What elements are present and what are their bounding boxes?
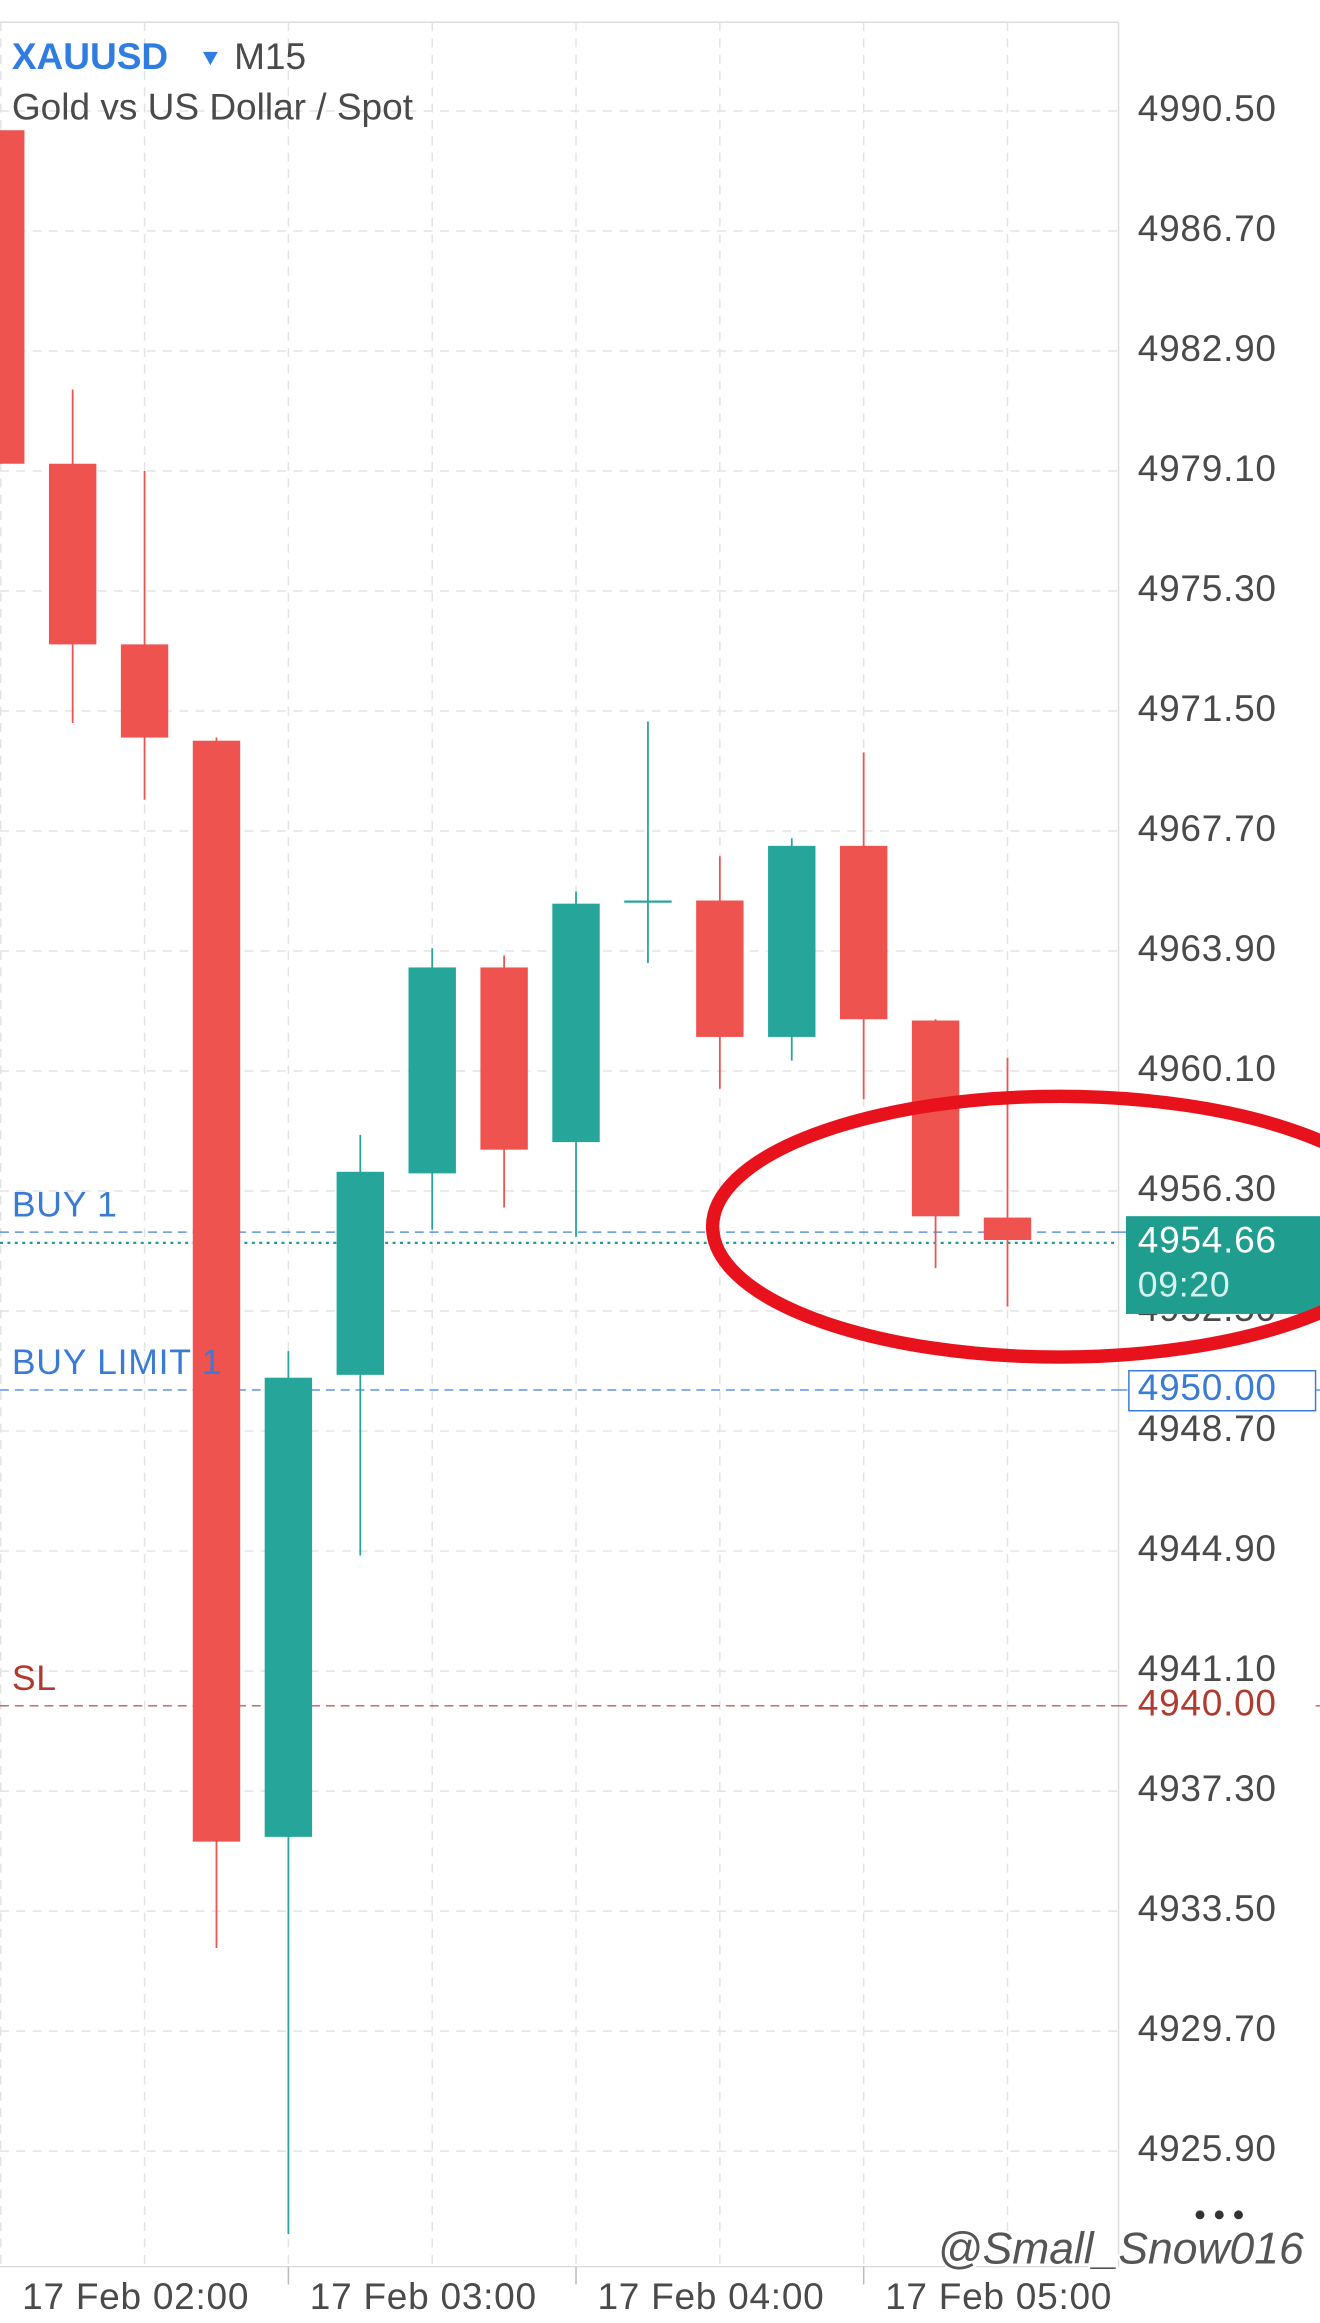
- y-tick-label: 4960.10: [1138, 1047, 1277, 1089]
- current-price-label: 4954.66: [1138, 1219, 1277, 1261]
- candle-layer: [0, 130, 1032, 2235]
- candle-body: [336, 1171, 385, 1375]
- y-tick-label: 4925.90: [1138, 2127, 1277, 2169]
- order-price-label: 4940.00: [1138, 1682, 1277, 1724]
- y-tick-label: 4990.50: [1138, 87, 1277, 129]
- y-tick-label: 4963.90: [1138, 927, 1277, 969]
- label-layer: XAUUSD M15 Gold vs US Dollar / Spot 4990…: [12, 35, 1320, 2317]
- order-label: BUY 1: [12, 1184, 118, 1224]
- watermark: @Small_Snow016: [937, 2225, 1304, 2274]
- candle-body: [983, 1217, 1032, 1240]
- order-price-box: [1128, 1370, 1317, 1412]
- candle-body: [264, 1377, 313, 1837]
- candle-body: [839, 845, 888, 1020]
- order-price-bg: [1128, 1686, 1316, 1727]
- more-icon[interactable]: [1195, 2210, 1243, 2220]
- candle-body: [768, 845, 816, 1037]
- y-tick-label: 4948.70: [1138, 1407, 1277, 1449]
- y-tick-label: 4975.30: [1138, 567, 1277, 609]
- candle-body: [552, 903, 600, 1143]
- y-tick-label: 4941.10: [1138, 1647, 1277, 1689]
- y-tick-label: 4933.50: [1138, 1887, 1277, 1929]
- y-tick-label: 4937.30: [1138, 1767, 1277, 1809]
- candle-body: [192, 740, 241, 1842]
- chart-title: Gold vs US Dollar / Spot: [12, 85, 414, 127]
- order-label: BUY LIMIT 1: [12, 1342, 222, 1382]
- y-tick-label: 4929.70: [1138, 2007, 1277, 2049]
- symbol: XAUUSD: [12, 35, 168, 77]
- x-tick-label: 17 Feb 03:00: [310, 2275, 537, 2317]
- y-tick-label: 4971.50: [1138, 687, 1277, 729]
- current-price-box: [1125, 1216, 1320, 1314]
- x-tick-label: 17 Feb 02:00: [22, 2275, 249, 2317]
- x-tick-label: 17 Feb 05:00: [885, 2275, 1112, 2317]
- highlight-circle: [706, 1089, 1320, 1364]
- dot: [1234, 2210, 1243, 2220]
- symbol-dropdown-icon[interactable]: [202, 51, 218, 66]
- y-tick-label: 4979.10: [1138, 447, 1277, 489]
- countdown-label: 09:20: [1138, 1265, 1231, 1305]
- y-tick-label: 4982.90: [1138, 327, 1277, 369]
- y-tick-label: 4944.90: [1138, 1527, 1277, 1569]
- candle-body: [480, 967, 528, 1150]
- candle-body: [120, 644, 169, 738]
- candle-body: [696, 900, 744, 1037]
- candle-body: [911, 1020, 960, 1217]
- candle-body: [48, 463, 97, 645]
- y-tick-label: 4956.30: [1138, 1167, 1277, 1209]
- timeframe[interactable]: M15: [234, 35, 306, 77]
- order-price-label: 4950.00: [1138, 1366, 1277, 1408]
- x-tick-label: 17 Feb 04:00: [597, 2275, 824, 2317]
- dot: [1214, 2210, 1224, 2220]
- candle-body: [624, 900, 672, 903]
- candle-body: [0, 130, 25, 464]
- y-tick-label: 4986.70: [1138, 207, 1277, 249]
- candle-body: [408, 967, 456, 1174]
- order-label: SL: [12, 1658, 57, 1698]
- y-tick-label: 4967.70: [1138, 807, 1277, 849]
- dot: [1195, 2210, 1205, 2220]
